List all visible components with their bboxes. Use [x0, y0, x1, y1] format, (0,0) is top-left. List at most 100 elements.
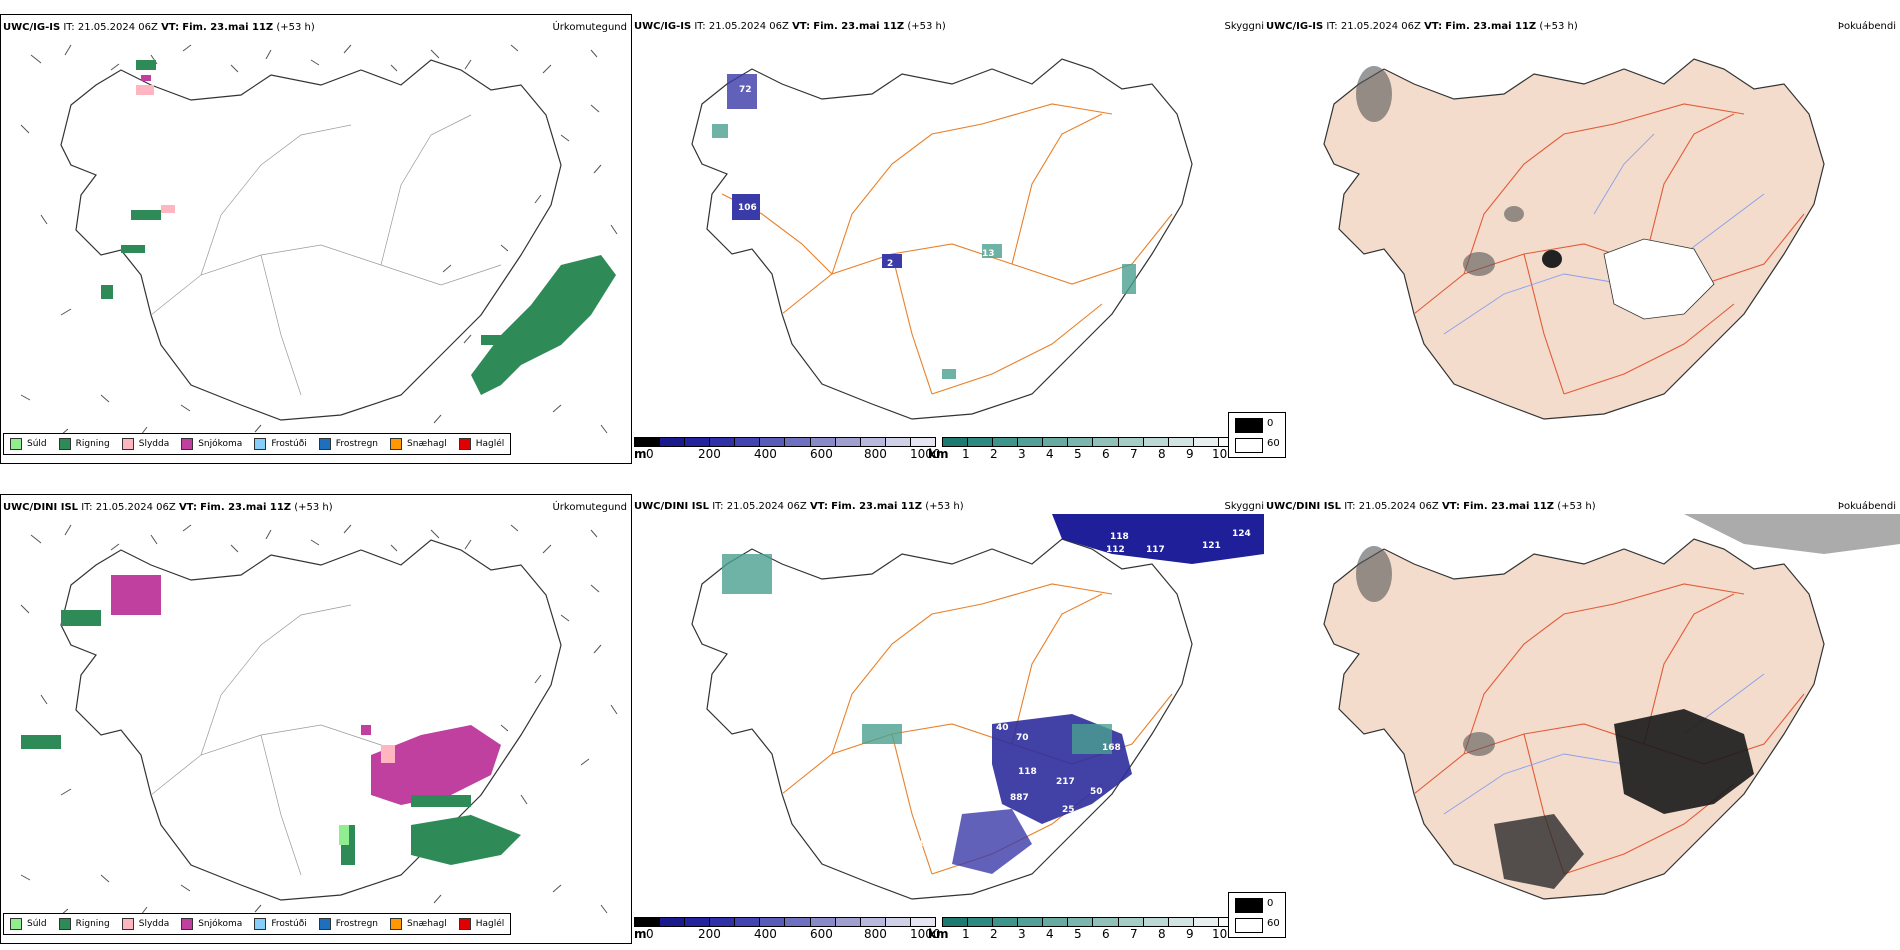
- visibility-map-top: 72 106 13 2: [691, 58, 1193, 420]
- panel-title-precip-bottom: UWC/DINI ISL IT: 21.05.2024 06Z VT: Fim.…: [3, 502, 333, 513]
- legend-label: Snjókoma: [198, 439, 243, 449]
- it-value: 21.05.2024 06Z: [1340, 21, 1421, 32]
- vt-label: VT:: [809, 501, 828, 512]
- visibility-colorbar: [942, 437, 1244, 447]
- legend-item-frostudi: Frostúði: [254, 438, 307, 450]
- vt-label: VT:: [161, 22, 180, 33]
- legend-swatch: [10, 438, 22, 450]
- legend-item-haglel: Haglél: [458, 918, 505, 930]
- legend-label: Slydda: [138, 919, 170, 929]
- legend-swatch: [10, 918, 22, 930]
- legend-swatch: [318, 438, 331, 450]
- panel-title-fog-top: UWC/IG-IS IT: 21.05.2024 06Z VT: Fim. 23…: [1266, 21, 1578, 32]
- visibility-tick: 5: [1074, 447, 1082, 461]
- map-value: 5: [944, 883, 950, 893]
- visibility-tick: 1: [962, 447, 970, 461]
- panel-label-fog: Þokuábendi: [1837, 501, 1896, 512]
- legend-item-slydda: Slydda: [121, 438, 170, 450]
- visibility-tick: 9: [1186, 927, 1194, 941]
- precip-map-top: [20, 44, 618, 442]
- panel-title-visibility-bottom: UWC/DINI ISL IT: 21.05.2024 06Z VT: Fim.…: [634, 501, 964, 512]
- cloudbase-colorbar: [634, 437, 936, 447]
- map-value: 72: [739, 85, 752, 95]
- map-value: 40: [996, 723, 1009, 733]
- vt-label: VT:: [1424, 21, 1443, 32]
- fog-panel-bottom: UWC/DINI ISL IT: 21.05.2024 06Z VT: Fim.…: [1228, 494, 1900, 944]
- visibility-tick: 2: [990, 927, 998, 941]
- cloudbase-tick: 800: [864, 927, 887, 941]
- visibility-tick: 5: [1074, 927, 1082, 941]
- legend-label: Súld: [27, 919, 47, 929]
- map-value: 70: [1016, 733, 1029, 743]
- fog-map-top: [1323, 58, 1825, 420]
- map-value: 217: [1056, 777, 1075, 787]
- legend-label: Haglél: [475, 919, 505, 929]
- panel-label-precip: Úrkomutegund: [552, 502, 627, 513]
- fog-legend-low: 60: [1267, 918, 1280, 929]
- visibility-panel-top: 72 106 13 2 UWC/IG-IS IT: 21.05.2024 06Z…: [632, 14, 1264, 464]
- legend-item-snaehagl: Snæhagl: [390, 438, 447, 450]
- map-value: 118: [1110, 532, 1129, 542]
- visibility-unit: km: [928, 447, 949, 461]
- legend-swatch: [254, 438, 267, 450]
- vt-value: Fim. 23.mai 11Z: [1463, 501, 1555, 512]
- legend-item-haglel: Haglél: [458, 438, 504, 450]
- legend-label: Rigning: [75, 919, 110, 929]
- cloudbase-tick: 1000: [910, 927, 941, 941]
- map-value: 118: [1018, 767, 1037, 777]
- fog-legend-swatch-high: [1235, 898, 1263, 913]
- vt-label: VT:: [792, 21, 811, 32]
- legend-swatch: [181, 918, 194, 930]
- lead-time: (+53 h): [294, 502, 333, 513]
- map-value: 106: [738, 203, 757, 213]
- legend-label: Frostregn: [335, 919, 379, 929]
- it-value: 21.05.2024 06Z: [708, 21, 789, 32]
- it-value: 21.05.2024 06Z: [95, 502, 176, 513]
- it-label: IT:: [63, 22, 75, 33]
- visibility-tick: 9: [1186, 447, 1194, 461]
- visibility-tick: 1: [962, 927, 970, 941]
- map-value: 2: [887, 259, 893, 269]
- fog-legend-swatch-low: [1235, 918, 1263, 933]
- legend-swatch: [254, 918, 267, 930]
- model-name: UWC/IG-IS: [1266, 21, 1324, 32]
- visibility-tick: 4: [1046, 927, 1054, 941]
- map-value: 124: [1232, 529, 1251, 539]
- legend-item-frostregn: Frostregn: [318, 918, 379, 930]
- cloudbase-tick: 1000: [910, 447, 941, 461]
- cloudbase-tick: 200: [698, 447, 721, 461]
- map-value: 112: [1106, 545, 1125, 555]
- it-value: 21.05.2024 06Z: [77, 22, 158, 33]
- visibility-tick: 3: [1018, 447, 1026, 461]
- cloudbase-tick: 0: [646, 447, 654, 461]
- precip-legend-bottom: Súld Rigning Slydda Snjókoma Frostúði Fr…: [3, 913, 512, 935]
- precip-map-bottom: [20, 524, 618, 922]
- legend-item-sudl: Súld: [10, 918, 47, 930]
- legend-swatch: [318, 918, 331, 930]
- lead-time: (+53 h): [1539, 21, 1578, 32]
- cloudbase-tick: 200: [698, 927, 721, 941]
- panel-label-precip: Úrkomutegund: [552, 22, 627, 33]
- map-value: 126: [907, 839, 926, 849]
- cloudbase-colorbar: [634, 917, 936, 927]
- precip-panel-bottom: UWC/DINI ISL IT: 21.05.2024 06Z VT: Fim.…: [0, 494, 632, 944]
- fog-legend-swatch-high: [1235, 418, 1263, 433]
- cloudbase-tick: 800: [864, 447, 887, 461]
- legend-label: Frostregn: [335, 439, 379, 449]
- fog-map-bottom: [1323, 514, 1900, 900]
- legend-swatch: [458, 438, 471, 450]
- visibility-tick: 8: [1158, 927, 1166, 941]
- cloudbase-tick: 600: [810, 927, 833, 941]
- it-label: IT:: [1326, 21, 1338, 32]
- legend-label: Snjókoma: [198, 919, 243, 929]
- legend-swatch: [458, 918, 471, 930]
- legend-label: Slydda: [138, 439, 170, 449]
- legend-item-sudl: Súld: [10, 438, 47, 450]
- visibility-colorbar: [942, 917, 1244, 927]
- model-name: UWC/DINI ISL: [3, 502, 79, 513]
- cloudbase-unit: m: [634, 927, 647, 941]
- cloudbase-tick: 0: [646, 927, 654, 941]
- model-name: UWC/DINI ISL: [634, 501, 710, 512]
- legend-item-slydda: Slydda: [121, 918, 170, 930]
- fog-legend-low: 60: [1267, 438, 1280, 449]
